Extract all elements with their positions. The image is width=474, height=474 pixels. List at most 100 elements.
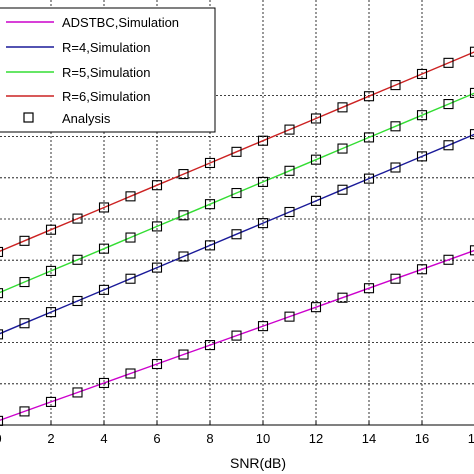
analysis-marker <box>0 288 4 299</box>
analysis-marker <box>416 68 428 80</box>
analysis-marker <box>416 110 428 121</box>
analysis-marker <box>125 368 136 379</box>
analysis-marker <box>151 358 163 370</box>
analysis-marker <box>231 330 242 341</box>
analysis-marker <box>416 264 428 275</box>
analysis-marker <box>469 46 474 57</box>
x-tick-label: 8 <box>206 431 213 446</box>
analysis-marker <box>19 406 30 417</box>
analysis-marker <box>45 265 57 276</box>
analysis-marker <box>19 318 30 329</box>
grid <box>0 0 474 425</box>
x-tick-label: 4 <box>100 431 107 446</box>
analysis-marker <box>363 283 375 294</box>
analysis-marker <box>231 187 242 199</box>
analysis-marker <box>72 254 83 265</box>
analysis-marker <box>337 102 348 113</box>
analysis-marker <box>443 140 454 151</box>
legend: ADSTBC,Simulation R=4,Simulation R=5,Sim… <box>0 7 216 133</box>
analysis-marker <box>19 276 30 288</box>
analysis-marker <box>363 173 375 184</box>
analysis-marker <box>178 169 189 180</box>
analysis-marker <box>125 273 136 284</box>
analysis-marker <box>443 254 454 265</box>
analysis-marker <box>310 302 322 313</box>
analysis-marker <box>72 295 83 307</box>
x-tick-label: 18 <box>468 431 474 446</box>
analysis-marker <box>257 321 269 332</box>
analysis-marker <box>257 176 269 187</box>
legend-label-r4: R=4,Simulation <box>62 40 151 55</box>
analysis-marker <box>19 235 30 246</box>
x-tick-label: 12 <box>309 431 323 446</box>
analysis-marker <box>310 113 322 124</box>
analysis-marker <box>204 199 216 210</box>
analysis-marker <box>125 191 136 202</box>
analysis-marker <box>284 165 295 176</box>
analysis-marker <box>363 91 375 102</box>
analysis-marker <box>151 262 163 273</box>
analysis-marker <box>231 146 242 157</box>
analysis-marker <box>45 224 57 235</box>
analysis-marker <box>469 129 474 140</box>
analysis-marker <box>151 180 163 191</box>
analysis-marker <box>284 311 295 322</box>
analysis-marker <box>310 154 322 165</box>
analysis-marker <box>469 87 474 98</box>
analysis-marker <box>204 340 216 351</box>
analysis-marker <box>284 206 295 218</box>
analysis-marker <box>337 184 348 195</box>
series-line-3 <box>0 51 474 252</box>
analysis-marker <box>178 210 189 221</box>
analysis-marker <box>257 135 269 146</box>
analysis-marker <box>257 218 269 229</box>
analysis-marker <box>390 80 401 91</box>
analysis-marker <box>390 162 401 173</box>
analysis-marker <box>390 273 401 284</box>
analysis-marker <box>337 143 348 154</box>
analysis-marker <box>0 246 4 258</box>
analysis-marker <box>469 245 474 256</box>
series-line-2 <box>0 92 474 294</box>
analysis-marker <box>390 121 401 132</box>
analysis-marker <box>0 329 4 340</box>
analysis-marker <box>45 307 57 318</box>
legend-label-adstbc: ADSTBC,Simulation <box>62 15 179 30</box>
analysis-marker <box>178 251 189 262</box>
analysis-marker <box>72 213 83 224</box>
analysis-marker <box>45 396 57 407</box>
series-line-1 <box>0 133 474 335</box>
analysis-marker <box>310 195 322 206</box>
x-tick-labels: 0 2 4 6 8 10 12 14 16 18 <box>0 421 474 446</box>
analysis-marker <box>98 243 110 254</box>
analysis-marker <box>443 57 454 68</box>
analysis-marker <box>98 377 110 389</box>
analysis-marker <box>204 157 216 169</box>
analysis-marker <box>337 292 348 303</box>
analysis-marker <box>125 232 136 243</box>
analysis-marker <box>204 240 216 251</box>
analysis-marker <box>443 99 454 110</box>
legend-box <box>0 7 216 133</box>
analysis-marker <box>178 349 189 360</box>
analysis-marker <box>284 124 295 135</box>
analysis-marker <box>363 132 375 143</box>
x-tick-label: 2 <box>47 431 54 446</box>
legend-label-analysis: Analysis <box>62 111 111 126</box>
analysis-marker <box>151 221 163 232</box>
x-tick-label: 6 <box>153 431 160 446</box>
x-tick-label: 0 <box>0 431 2 446</box>
analysis-marker <box>231 229 242 240</box>
analysis-marker <box>416 151 428 162</box>
analysis-marker <box>98 202 110 213</box>
x-axis-label: SNR(dB) <box>230 455 286 471</box>
analysis-marker <box>0 415 4 426</box>
analysis-marker <box>72 387 83 398</box>
x-tick-label: 16 <box>415 431 429 446</box>
analysis-marker <box>98 284 110 295</box>
series-line-0 <box>0 249 474 421</box>
legend-swatch-analysis <box>23 112 34 123</box>
x-tick-label: 10 <box>256 431 270 446</box>
analysis-markers <box>0 46 474 426</box>
